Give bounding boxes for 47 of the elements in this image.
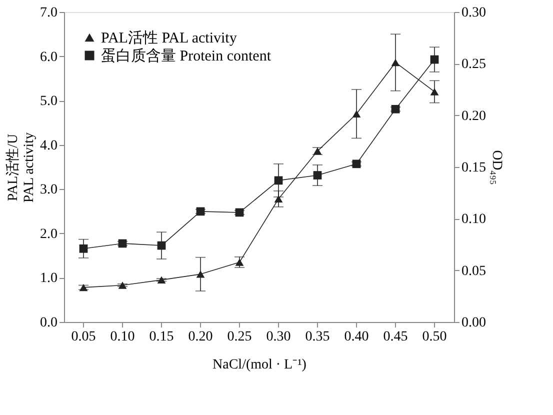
y2-tick-label: 0.15 [462,160,486,176]
point [274,195,283,203]
point [118,282,127,289]
point [196,270,205,278]
y-tick-label: 3.0 [40,182,58,198]
point [313,171,322,180]
y-tick-label: 0.0 [40,316,58,330]
x-tick-label: 0.50 [422,330,447,344]
x-tick-label: 0.20 [188,330,213,344]
point [430,55,439,64]
x-tick-label: 0.15 [149,330,174,344]
point [79,244,88,253]
x-tick-label: 0.10 [110,330,135,344]
y-tick-label: 4.0 [40,138,58,154]
point [118,239,127,248]
x-tick-label: 0.30 [266,330,291,344]
x-tick-label: 0.05 [71,330,96,344]
y2-tick-label: 0.00 [462,316,486,330]
point [391,104,400,114]
legend-label: PAL活性 PAL activity [101,30,238,46]
point [235,208,244,217]
y-tick-label: 7.0 [40,6,58,20]
y2-tick-label: 0.20 [462,108,486,124]
y-tick-label: 2.0 [40,226,58,242]
y-tick-label: 5.0 [40,94,58,110]
point [196,207,205,216]
legend-label: 蛋白质含量 Protein content [101,48,272,64]
y2-axis-title: OD₄₉₅ [489,150,504,186]
y2-tick-label: 0.05 [462,264,486,279]
x-tick-label: 0.25 [227,330,252,344]
x-axis-title: NaCl/(mol · L⁻¹) [212,358,307,372]
x-tick-label: 0.40 [344,330,369,344]
y-axis-title: PAL活性/U PAL activity [5,132,37,203]
point [352,160,361,168]
point [157,276,166,284]
point [430,88,439,96]
x-tick-label: 0.35 [305,330,330,344]
y-tick-label: 1.0 [40,271,58,286]
point [391,58,400,66]
point [157,241,166,250]
y2-tick-label: 0.10 [462,212,486,228]
y2-tick-label: 0.25 [462,57,486,72]
point [352,110,361,118]
x-tick-label: 0.45 [383,330,408,344]
y2-tick-label: 0.30 [462,6,486,20]
y-tick-label: 6.0 [40,50,58,65]
point [274,176,283,185]
